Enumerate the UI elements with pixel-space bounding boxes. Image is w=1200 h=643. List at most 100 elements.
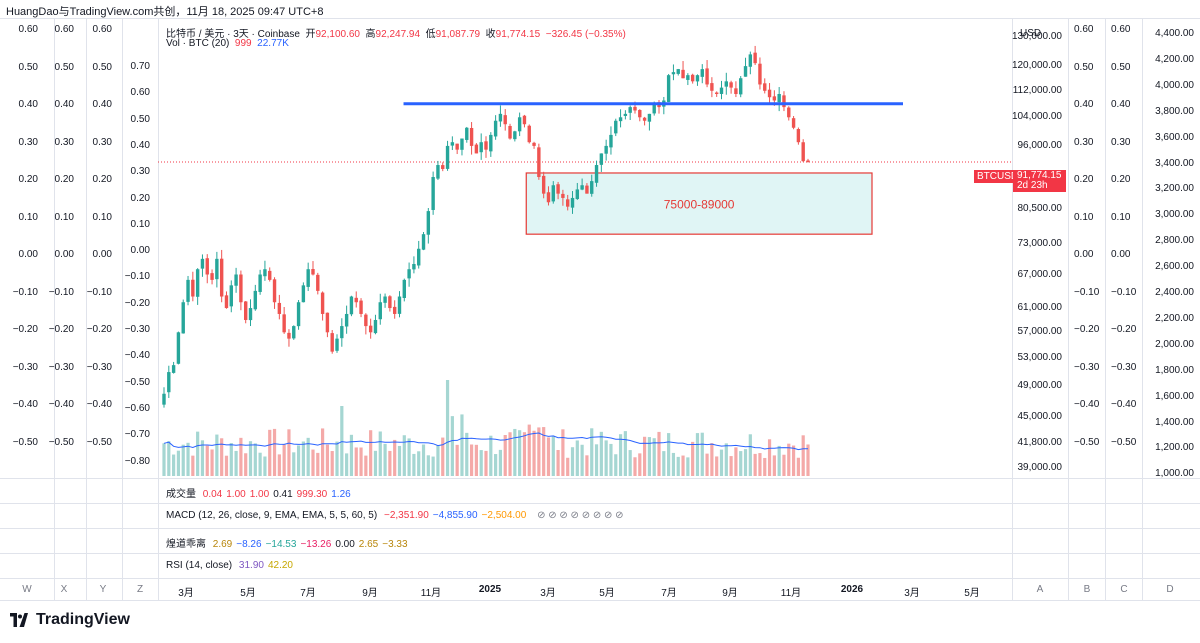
volume-bar [657, 431, 661, 476]
volume-bar [518, 430, 522, 476]
pane-value: 2.69 [212, 539, 233, 550]
volume-bar [441, 437, 445, 476]
rsi-pane-label[interactable]: RSI (14, close) 31.90 42.20 [166, 560, 293, 571]
scale-tick: 0.50 [1074, 61, 1094, 73]
scale-tick: 0.10 [1111, 211, 1131, 223]
volume-bar [311, 449, 315, 476]
tradingview-logo[interactable]: TradingView [8, 611, 130, 629]
right-scale-1[interactable]: 0.60 0.50 0.40 0.30 0.20 0.10 0.00 −0.10 −0.20 −0… [1066, 18, 1106, 478]
candle-body [373, 319, 378, 334]
time-tick: 2025 [478, 584, 502, 595]
symbol-legend[interactable]: 比特币 / 美元 · 3天 · Coinbase 开92,100.60 高92,… [166, 29, 626, 40]
candle-body [195, 269, 200, 297]
volume-legend[interactable]: Vol · BTC (20) 999 22.77K [166, 38, 289, 49]
volume-bar [469, 444, 474, 476]
inner-scale[interactable]: 0.70 0.60 0.50 0.40 0.30 0.20 0.10 0.00 −0.10 −0.… [118, 18, 156, 478]
candle-body [268, 270, 272, 280]
scale-tick: 0.40 [130, 139, 150, 151]
volume-bar [494, 454, 498, 476]
volume-bar [181, 444, 185, 476]
scale-tick: 0.60 [92, 24, 112, 35]
candle-body [484, 141, 488, 150]
time-axis[interactable]: 3月 5月 7月 9月 11月 2025 3月 5月 7月 9月 11月 2026 3月 5月 W X Y Z A B… [0, 580, 1200, 600]
volume-bar [691, 441, 695, 476]
scale-tick: 0.10 [130, 218, 150, 230]
candle-body [517, 117, 522, 132]
candle-body [205, 258, 209, 275]
left-scale-3[interactable]: 0.60 0.50 0.40 0.30 0.20 0.10 0.00 −0.10 −0.20 −0… [80, 18, 118, 478]
scale-tick: 0.40 [18, 99, 38, 110]
candle-body [311, 269, 315, 275]
candle-body [594, 165, 599, 183]
symbol-name[interactable]: 比特币 / 美元 · 3天 · Coinbase [166, 29, 300, 40]
candle-body [623, 113, 628, 116]
volume-bar [767, 439, 772, 476]
price-tick: 39,000.00 [1017, 462, 1063, 473]
scale-tick: 0.30 [92, 136, 112, 148]
right-scale-2[interactable]: 0.60 0.50 0.40 0.30 0.20 0.10 0.00 −0.10 −0.20 −0… [1103, 18, 1143, 478]
scale-tick: −0.40 [12, 399, 38, 410]
candle-body [253, 290, 258, 310]
candle-body [181, 302, 185, 334]
far-right-scale[interactable]: 4,400.00 4,200.00 4,000.00 3,800.00 3,600.00… [1142, 18, 1200, 479]
left-scale-2[interactable]: 0.60 0.50 0.40 0.30 0.20 0.10 0.00 −0.10 −0.20 −0… [44, 18, 80, 478]
volume-bar [801, 435, 805, 476]
volume-bar [546, 437, 551, 476]
time-tick: 3月 [904, 588, 920, 599]
volume-bar [642, 436, 647, 476]
volume-bar [345, 453, 349, 476]
volume-bar [465, 432, 469, 476]
candle-body [763, 83, 767, 91]
candle-body [614, 120, 618, 134]
volume-bar [176, 450, 181, 476]
candle-body [229, 285, 233, 307]
scale-tick: −0.50 [12, 436, 38, 448]
volume-bar [580, 444, 584, 476]
volume-bar [743, 449, 748, 476]
candle-body [642, 117, 647, 121]
volume-bar [172, 454, 176, 476]
candle-body [551, 185, 555, 202]
price-chart[interactable]: 75000-89000 [158, 18, 1012, 478]
volume-bar [484, 450, 488, 476]
cross-pane-label[interactable]: 煌道乖离 2.69 −8.26 −14.53 −13.26 0.00 2.65 −3.33 [166, 539, 408, 550]
candle-body [513, 131, 517, 140]
candle-body [503, 115, 507, 125]
volume-bar [417, 451, 421, 476]
volume-bar [609, 443, 613, 476]
volume-pane-label[interactable]: 成交量 0.04 1.00 1.00 0.41 999.30 1.26 [166, 489, 351, 500]
scale-tick: 0.10 [18, 211, 38, 223]
volume-bar [705, 453, 709, 476]
left-scale-1[interactable]: 0.60 0.50 0.40 0.30 0.20 0.10 0.00 −0.10 −0.20 −0… [0, 18, 44, 478]
volume-bar [210, 449, 214, 476]
volume-bar [393, 439, 397, 476]
candle-body [239, 274, 243, 303]
volume-bar [777, 445, 781, 476]
price-tick: 45,000.00 [1017, 410, 1063, 422]
price-tick: 104,000.00 [1011, 111, 1062, 123]
time-tick: 9月 [722, 588, 738, 599]
scale-tick: −0.40 [1111, 399, 1137, 410]
volume-bar [354, 447, 358, 476]
volume-bar [662, 451, 666, 476]
volume-bar [407, 438, 411, 476]
price-tick: 53,000.00 [1017, 352, 1063, 364]
scale-tick: −0.10 [86, 286, 112, 298]
volume-bar [599, 431, 603, 476]
scale-tick: −0.50 [48, 436, 74, 448]
scale-tick: 0.30 [54, 136, 74, 148]
candle-body [609, 134, 613, 148]
volume-bar [397, 445, 402, 476]
volume-bar [248, 441, 253, 476]
macd-pane-label[interactable]: MACD (12, 26, close, 9, EMA, EMA, 5, 5, … [166, 510, 624, 521]
candle-body [282, 314, 286, 333]
scale-tick: 0.10 [1074, 211, 1094, 223]
price-scale[interactable]: USD 130,000.00 120,000.00 112,000.00 104,000… [1012, 18, 1068, 478]
volume-bar [782, 454, 786, 476]
vol-value-2: 22.77K [257, 38, 289, 49]
volume-bar [263, 456, 267, 476]
axis-corner-letter: D [1166, 584, 1174, 595]
candle-body [671, 72, 676, 75]
candle-body [287, 332, 291, 339]
candle-body [695, 75, 700, 82]
